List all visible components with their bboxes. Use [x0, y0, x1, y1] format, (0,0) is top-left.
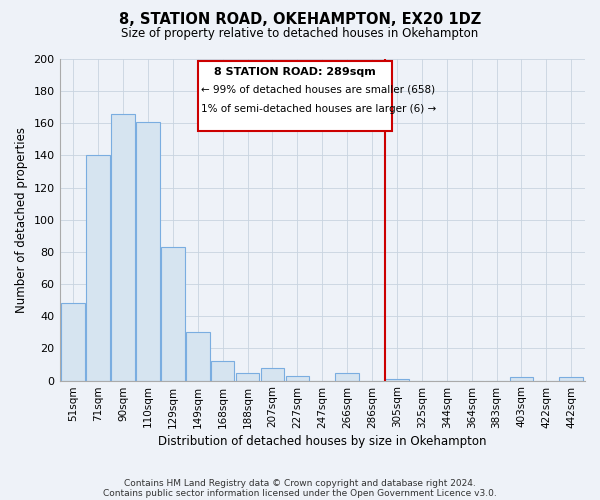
Text: 1% of semi-detached houses are larger (6) →: 1% of semi-detached houses are larger (6… — [202, 104, 437, 114]
Text: Size of property relative to detached houses in Okehampton: Size of property relative to detached ho… — [121, 28, 479, 40]
Bar — [335, 372, 359, 380]
Y-axis label: Number of detached properties: Number of detached properties — [15, 127, 28, 313]
Bar — [260, 368, 284, 380]
Bar — [509, 378, 533, 380]
Text: 8 STATION ROAD: 289sqm: 8 STATION ROAD: 289sqm — [214, 67, 376, 77]
Bar — [161, 247, 185, 380]
Bar — [211, 362, 235, 380]
X-axis label: Distribution of detached houses by size in Okehampton: Distribution of detached houses by size … — [158, 434, 487, 448]
Bar — [111, 114, 135, 380]
Bar — [236, 372, 259, 380]
Bar — [385, 379, 409, 380]
Bar — [186, 332, 209, 380]
Bar — [61, 304, 85, 380]
Bar — [136, 122, 160, 380]
Text: ← 99% of detached houses are smaller (658): ← 99% of detached houses are smaller (65… — [202, 84, 436, 94]
Text: Contains public sector information licensed under the Open Government Licence v3: Contains public sector information licen… — [103, 488, 497, 498]
Text: Contains HM Land Registry data © Crown copyright and database right 2024.: Contains HM Land Registry data © Crown c… — [124, 478, 476, 488]
Bar — [286, 376, 309, 380]
Bar — [559, 378, 583, 380]
Text: 8, STATION ROAD, OKEHAMPTON, EX20 1DZ: 8, STATION ROAD, OKEHAMPTON, EX20 1DZ — [119, 12, 481, 28]
Bar — [86, 156, 110, 380]
FancyBboxPatch shape — [198, 60, 392, 132]
